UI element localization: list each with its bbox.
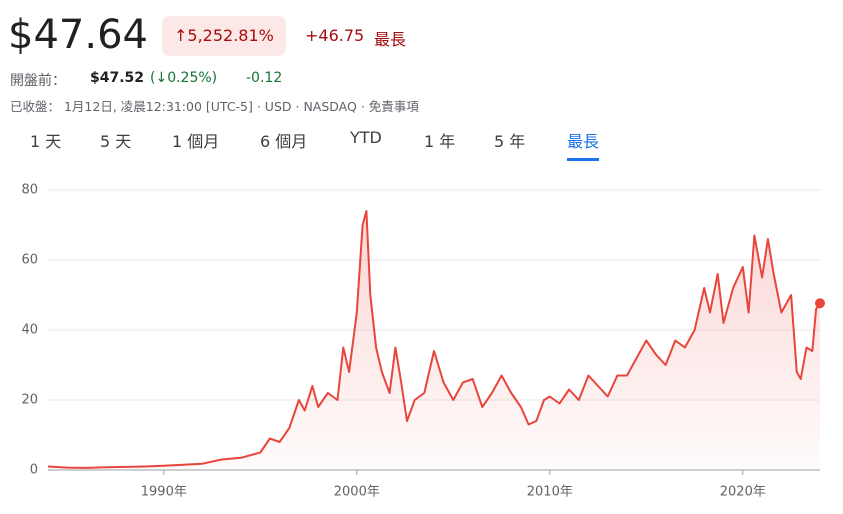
change: +46.75 [305,26,365,45]
y-tick-label: 0 [30,463,38,478]
y-tick-label: 80 [21,183,38,198]
last-point [815,298,825,309]
price-line [47,210,821,469]
tab[interactable]: 1 年 [424,132,456,151]
x-tick-label: 2000年 [334,485,380,500]
premarket-label: 開盤前： [10,73,66,89]
tab[interactable]: 1 個月 [172,132,220,151]
y-tick-label: 60 [21,253,38,268]
premarket-change: -0.12 [246,70,283,86]
tab[interactable]: 1 天 [30,132,62,151]
tab[interactable]: 最長 [567,128,600,161]
price: $47.64 [8,12,148,58]
premarket-change-pct: (↓0.25%) [150,70,218,86]
x-tick-label: 1990年 [141,485,187,500]
x-tick-label: 2010年 [527,485,573,500]
y-tick-label: 40 [21,323,38,338]
change-badge: ↑5,252.81% [162,16,286,56]
y-tick-label: 20 [21,393,38,408]
x-tick-label: 2020年 [720,485,766,500]
info: 已收盤： 1月12日, 凌晨12:31:00 [UTC-5] · USD · N… [10,99,419,114]
tab[interactable]: 5 天 [100,132,132,151]
premarket-price: $47.52 [90,70,145,86]
tab[interactable]: YTD [350,128,382,147]
area [48,211,820,470]
period: 最長 [374,30,407,49]
tab[interactable]: 6 個月 [260,132,308,151]
tab[interactable]: 5 年 [494,132,526,151]
